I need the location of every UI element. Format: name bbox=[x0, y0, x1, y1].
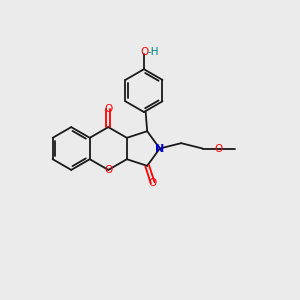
Text: -H: -H bbox=[148, 47, 159, 57]
Text: N: N bbox=[155, 143, 164, 154]
Text: O: O bbox=[215, 143, 223, 154]
Text: O: O bbox=[104, 104, 112, 114]
Text: O: O bbox=[148, 178, 157, 188]
Text: O: O bbox=[104, 165, 112, 175]
Text: O: O bbox=[141, 47, 149, 57]
